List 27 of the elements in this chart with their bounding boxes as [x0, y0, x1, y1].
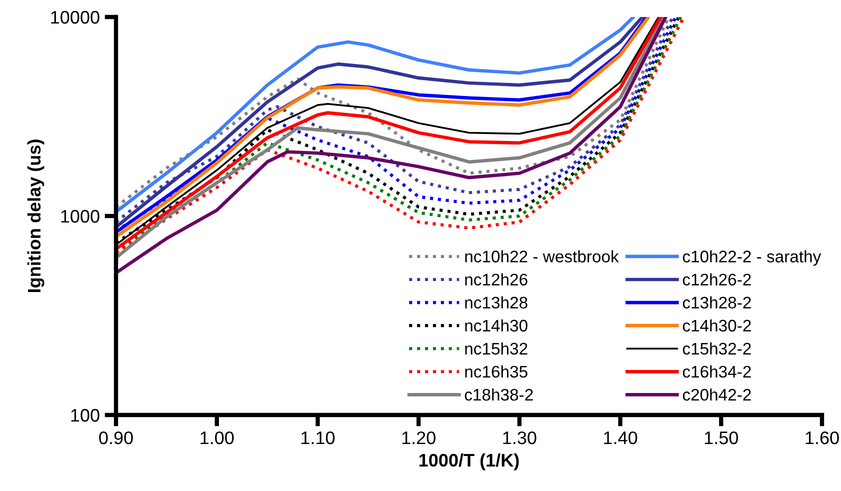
x-tick-label: 1.60: [806, 431, 839, 444]
legend-label: c18h38-2: [464, 388, 533, 401]
x-tick-label: 0.90: [99, 431, 133, 444]
legend-label: c15h32-2: [682, 342, 751, 355]
x-tick-label: 1.30: [503, 431, 536, 444]
x-tick-label: 1.40: [604, 431, 638, 444]
legend-label: nc16h35: [465, 365, 528, 378]
legend-label: nc15h32: [465, 342, 528, 355]
y-axis-title: Ignition delay (us): [27, 140, 44, 292]
legend-label: c16h34-2: [682, 365, 751, 378]
y-tick-label: 1000: [61, 210, 100, 223]
y-tick-label: 10000: [51, 10, 100, 24]
legend-label: c12h26-2: [682, 273, 751, 286]
x-tick-label: 1.10: [302, 431, 335, 444]
legend-label: c20h42-2: [682, 388, 751, 401]
y-tick-label: 100: [71, 408, 100, 422]
x-tick-label: 1.20: [402, 431, 436, 444]
x-axis-title: 1000/T (1/K): [419, 453, 519, 470]
legend-label: nc13h28: [465, 296, 528, 309]
legend-label: c10h22-2 - sarathy: [682, 250, 822, 266]
x-tick-label: 1.00: [200, 431, 234, 444]
legend-label: nc14h30: [465, 319, 528, 332]
x-tick-label: 1.50: [704, 431, 738, 444]
legend-label: nc10h22 - westbrook: [465, 250, 619, 262]
legend-label: c13h28-2: [682, 296, 751, 309]
legend-label: nc12h26: [465, 273, 528, 286]
legend-label: c14h30-2: [682, 319, 751, 332]
